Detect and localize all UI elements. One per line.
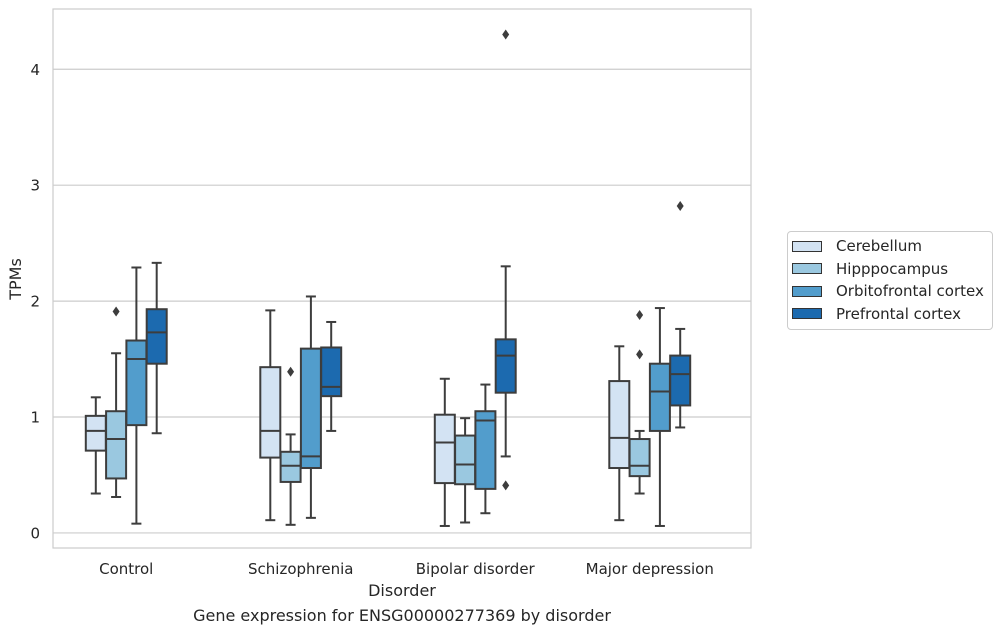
outlier-point (636, 349, 644, 360)
legend-label: Prefrontal cortex (836, 304, 961, 323)
box-body (279, 450, 302, 483)
x-tick-label: Schizophrenia (248, 560, 353, 578)
legend-label: Cerebellum (836, 237, 922, 256)
x-tick-label: Bipolar disorder (416, 560, 536, 578)
outlier-point (502, 480, 510, 491)
x-tick-label: Major depression (586, 560, 714, 578)
box-body (648, 362, 671, 432)
box-orbitofrontal-cortex (474, 383, 497, 515)
box-body (454, 434, 477, 486)
legend-swatch (792, 285, 822, 297)
box-body (299, 347, 322, 470)
box-hipppocampus (454, 417, 477, 524)
y-tick-label: 1 (30, 409, 40, 427)
box-body (125, 339, 148, 427)
box-prefrontal-cortex (145, 261, 168, 435)
y-axis-label: TPMs (6, 258, 25, 301)
boxes (84, 29, 692, 527)
legend-swatch (792, 263, 822, 275)
box-body (433, 413, 456, 485)
box-prefrontal-cortex (669, 201, 692, 429)
box-hipppocampus (105, 306, 128, 498)
x-axis-label: Disorder (368, 581, 436, 600)
plot-area-frame (52, 8, 752, 549)
y-tick-label: 4 (30, 61, 40, 79)
box-hipppocampus (628, 310, 651, 495)
y-tick-label: 0 (30, 524, 40, 542)
box-body (628, 438, 651, 478)
legend-swatch (792, 308, 822, 320)
box-body (105, 410, 128, 480)
box-prefrontal-cortex (494, 29, 517, 491)
x-tick-label: Control (99, 560, 153, 578)
chart-caption: Gene expression for ENSG00000277369 by d… (193, 606, 611, 625)
box-orbitofrontal-cortex (299, 295, 322, 519)
y-tick-label: 3 (30, 177, 40, 195)
box-orbitofrontal-cortex (648, 307, 671, 527)
box-body (608, 380, 631, 470)
legend: Cerebellum Hipppocampus Orbitofrontal cort… (787, 231, 993, 330)
box-body (474, 410, 497, 490)
box-body (84, 414, 107, 452)
x-tick-labels: Control Schizophrenia Bipolar disorder Majo… (99, 560, 714, 578)
box-body (669, 354, 692, 407)
box-cerebellum (433, 377, 456, 527)
legend-swatch (792, 240, 822, 252)
box-orbitofrontal-cortex (125, 266, 148, 525)
box-body (320, 346, 343, 398)
box-cerebellum (84, 396, 107, 495)
outlier-point (112, 306, 120, 317)
legend-item: Hipppocampus (788, 258, 992, 281)
y-tick-label: 2 (30, 293, 40, 311)
legend-item: Orbitofrontal cortex (788, 280, 992, 303)
outlier-point (636, 310, 644, 321)
grid-lines (53, 68, 751, 534)
outlier-point (502, 29, 510, 40)
legend-item: Prefrontal cortex (788, 303, 992, 326)
box-cerebellum (608, 345, 631, 522)
box-cerebellum (259, 309, 282, 522)
outlier-point (287, 366, 295, 377)
box-prefrontal-cortex (320, 320, 343, 432)
box-body (145, 308, 168, 365)
y-tick-labels: 0 1 2 3 4 (30, 61, 40, 543)
box-body (259, 366, 282, 459)
legend-label: Orbitofrontal cortex (836, 282, 984, 301)
legend-item: Cerebellum (788, 235, 992, 258)
outlier-point (676, 201, 684, 212)
box-hipppocampus (279, 366, 302, 526)
legend-label: Hipppocampus (836, 259, 949, 278)
box-body (494, 338, 517, 394)
